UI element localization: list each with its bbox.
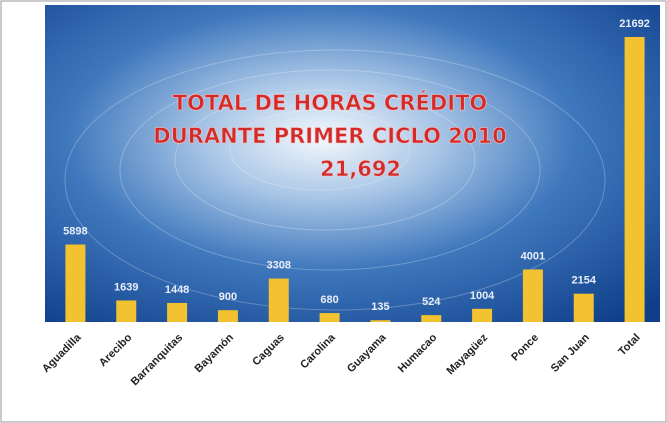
- value-label: 5898: [63, 226, 87, 238]
- value-label: 3308: [267, 260, 291, 272]
- value-label: 135: [371, 301, 389, 313]
- chart-title: 21,692: [320, 157, 401, 181]
- value-label: 2154: [572, 275, 597, 287]
- bar: [167, 302, 188, 322]
- bar: [116, 300, 137, 322]
- swirl: [64, 49, 606, 311]
- bar: [421, 315, 442, 322]
- value-label: 1639: [114, 281, 138, 293]
- bar: [319, 313, 340, 322]
- value-label: 1004: [470, 290, 495, 302]
- value-label: 900: [219, 291, 237, 303]
- bar: [268, 278, 289, 322]
- plot-background: [45, 5, 660, 322]
- value-label: 524: [422, 296, 441, 308]
- bar: [522, 269, 543, 322]
- value-label: 4001: [521, 250, 545, 262]
- chart-title: DURANTE PRIMER CICLO 2010: [153, 124, 506, 148]
- bar: [573, 293, 594, 322]
- title: TOTAL DE HORAS CRÉDITO DURANTE PRIMER CIC…: [153, 90, 507, 182]
- bar: [65, 244, 86, 322]
- bar: [624, 37, 645, 322]
- value-label: 1448: [165, 284, 189, 296]
- value-label: 21692: [619, 18, 650, 30]
- bar: [370, 320, 391, 322]
- value-label: 680: [320, 294, 338, 306]
- chart-title: TOTAL DE HORAS CRÉDITO: [173, 90, 488, 115]
- bar: [472, 308, 493, 322]
- bar: [217, 310, 238, 322]
